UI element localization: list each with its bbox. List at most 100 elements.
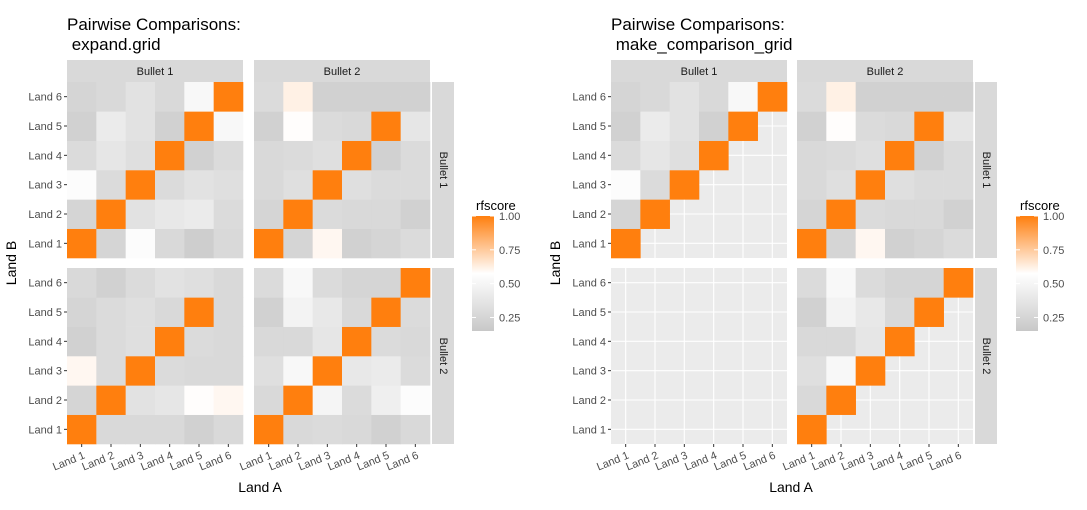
heatmap-tile [184, 356, 214, 386]
heatmap-tile [155, 385, 185, 415]
heatmap-tile [400, 297, 431, 327]
heatmap-tile [826, 297, 856, 327]
heatmap-tile [669, 82, 700, 112]
heatmap-tile [826, 199, 856, 229]
heatmap-tile [797, 326, 827, 357]
heatmap-tile [342, 414, 372, 445]
heatmap-tile [67, 356, 97, 386]
y-tick-label: Land 2 [28, 209, 62, 221]
facet-strip-row [432, 82, 454, 258]
heatmap-panel [797, 268, 974, 445]
legend-colorbar [472, 216, 494, 331]
heatmap-panel [67, 82, 244, 259]
chart-title: Pairwise Comparisons: make_comparison_gr… [611, 15, 792, 54]
y-tick-label: Land 3 [572, 366, 606, 378]
facet-strip-col [67, 60, 243, 82]
heatmap-tile [155, 170, 185, 200]
chart-2: Pairwise Comparisons: make_comparison_gr… [547, 15, 1064, 495]
y-tick-label: Land 6 [28, 278, 62, 290]
legend-break-label: 0.25 [499, 312, 520, 324]
heatmap-tile [797, 170, 827, 200]
heatmap-tile [96, 326, 126, 357]
heatmap-tile [855, 356, 886, 386]
heatmap-tile [400, 82, 431, 112]
heatmap-tile [914, 140, 944, 171]
heatmap-tile [914, 297, 944, 327]
heatmap-tile [213, 385, 244, 415]
heatmap-tile [669, 111, 700, 141]
heatmap-tile [640, 82, 670, 112]
heatmap-tile [371, 297, 401, 327]
heatmap-tile [283, 356, 313, 386]
chart-title-line: expand.grid [67, 35, 161, 54]
heatmap-tile [96, 414, 126, 445]
y-tick-label: Land 3 [572, 180, 606, 192]
x-tick-label: Land 6 [385, 450, 421, 474]
heatmap-tile [155, 199, 185, 229]
heatmap-tile [96, 385, 126, 415]
heatmap-tile [943, 228, 974, 259]
heatmap-tile [125, 111, 156, 141]
heatmap-tile [254, 356, 284, 386]
heatmap-tile [885, 228, 915, 259]
heatmap-tile [125, 170, 156, 200]
heatmap-tile [312, 297, 343, 327]
heatmap-tile [371, 356, 401, 386]
heatmap-tile [342, 356, 372, 386]
heatmap-tile [640, 140, 670, 171]
legend-break-label: 1.00 [1043, 211, 1064, 223]
heatmap-tile [96, 199, 126, 229]
heatmap-tile [342, 82, 372, 112]
heatmap-tile [400, 111, 431, 141]
heatmap-tile [611, 170, 641, 200]
heatmap-tile [312, 199, 343, 229]
heatmap-tile [611, 140, 641, 171]
heatmap-tile [184, 414, 214, 445]
heatmap-tile [67, 268, 97, 298]
heatmap-tile [826, 82, 856, 112]
y-axis-label: Land B [3, 241, 19, 285]
heatmap-tile [67, 170, 97, 200]
heatmap-tile [797, 111, 827, 141]
heatmap-tile [312, 385, 343, 415]
x-axis-label: Land A [238, 479, 282, 495]
heatmap-tile [184, 326, 214, 357]
heatmap-tile [155, 111, 185, 141]
heatmap-tile [797, 140, 827, 171]
legend-break-label: 0.25 [1043, 312, 1064, 324]
heatmap-tile [342, 297, 372, 327]
heatmap-tile [254, 326, 284, 357]
heatmap-tile [342, 170, 372, 200]
heatmap-tile [640, 199, 670, 229]
y-tick-label: Land 3 [28, 180, 62, 192]
y-tick-label: Land 1 [572, 424, 606, 436]
heatmap-tile [125, 356, 156, 386]
heatmap-tile [213, 297, 244, 327]
heatmap-tile [283, 268, 313, 298]
facet-strip-col-label: Bullet 2 [324, 66, 361, 78]
heatmap-tile [400, 326, 431, 357]
heatmap-tile [155, 82, 185, 112]
heatmap-tile [67, 111, 97, 141]
heatmap-panel [797, 82, 974, 259]
facet-strip-row [975, 268, 997, 444]
heatmap-tile [312, 414, 343, 445]
heatmap-tile [125, 199, 156, 229]
heatmap-tile [213, 268, 244, 298]
heatmap-tile [885, 82, 915, 112]
heatmap-tile [67, 326, 97, 357]
heatmap-tile [885, 140, 915, 171]
heatmap-tile [400, 414, 431, 445]
y-tick-label: Land 5 [28, 307, 62, 319]
heatmap-tile [797, 297, 827, 327]
heatmap-tile [797, 385, 827, 415]
facet-strip-col-label: Bullet 1 [137, 66, 174, 78]
heatmap-tile [371, 414, 401, 445]
heatmap-tile [213, 356, 244, 386]
heatmap-tile [885, 111, 915, 141]
heatmap-tile [885, 170, 915, 200]
heatmap-tile [914, 199, 944, 229]
facet-strip-col [797, 60, 973, 82]
heatmap-tile [371, 140, 401, 171]
heatmap-tile [342, 140, 372, 171]
